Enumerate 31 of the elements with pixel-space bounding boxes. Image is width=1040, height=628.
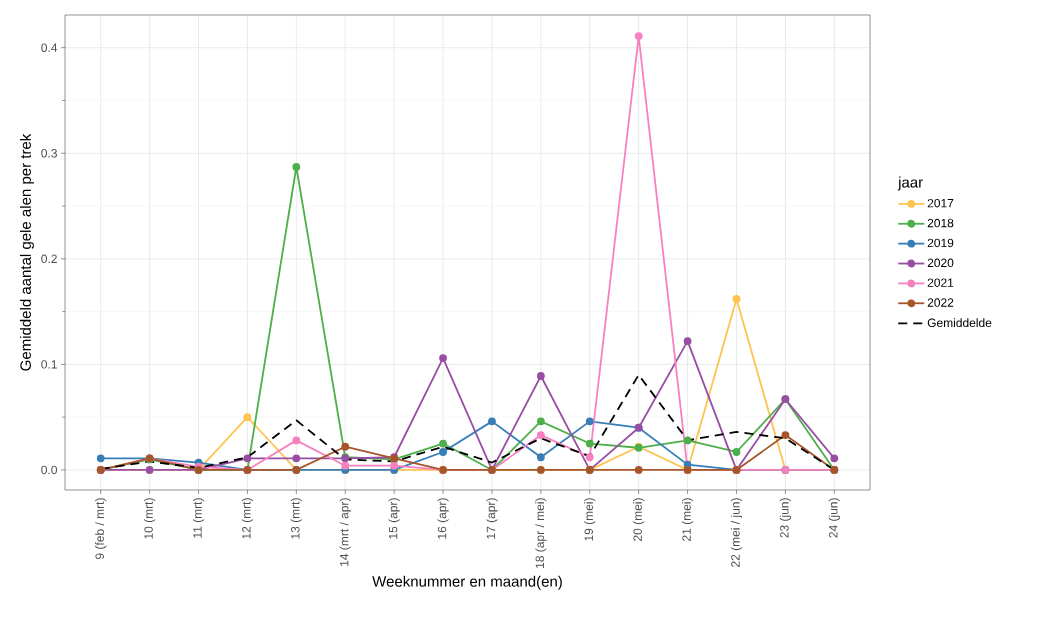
x-tick-label: 14 (mrt / apr) (339, 498, 351, 566)
x-tick-label: 21 (mei) (682, 498, 694, 541)
y-axis-title: Gemiddeld aantal gele alen per trek (19, 133, 34, 371)
legend-label: Gemiddelde (927, 318, 992, 328)
x-tick-label: 24 (jun) (828, 498, 840, 538)
x-tick-label: 10 (mrt) (144, 498, 156, 539)
legend-label: 2020 (927, 258, 954, 268)
x-tick-label: 19 (mei) (584, 498, 596, 541)
y-tick-label: 0.1 (41, 360, 57, 369)
x-tick-label: 11 (mrt) (192, 498, 205, 538)
legend-label: 2021 (927, 278, 954, 287)
legend-title: jaar (897, 176, 923, 191)
y-tick-label: 0.4 (41, 43, 58, 52)
x-tick-label: 13 (mrt) (290, 498, 302, 539)
y-tick-label: 0.2 (41, 254, 57, 264)
y-tick-label: 0.0 (41, 465, 58, 475)
x-tick-label: 20 (mei) (633, 498, 645, 541)
x-tick-label: 22 (mei / jun) (730, 498, 743, 567)
x-tick-label: 17 (apr) (486, 498, 498, 539)
x-tick-label: 15 (apr) (388, 498, 400, 539)
legend-label: 2017 (927, 198, 954, 208)
x-axis-title: Weeknummer en maand(en) (372, 575, 562, 590)
x-tick-label: 12 (mrt) (241, 498, 254, 539)
legend-label: 2022 (927, 298, 954, 307)
x-tick-label: 9 (feb / mrt) (95, 498, 107, 559)
legend-label: 2018 (927, 218, 954, 228)
x-tick-label: 16 (apr) (437, 498, 449, 539)
x-tick-label: 18 (apr / mei) (535, 498, 547, 568)
x-tick-label: 23 (jun) (779, 498, 791, 538)
legend-label: 2019 (927, 238, 954, 248)
y-tick-label: 0.3 (41, 149, 57, 158)
